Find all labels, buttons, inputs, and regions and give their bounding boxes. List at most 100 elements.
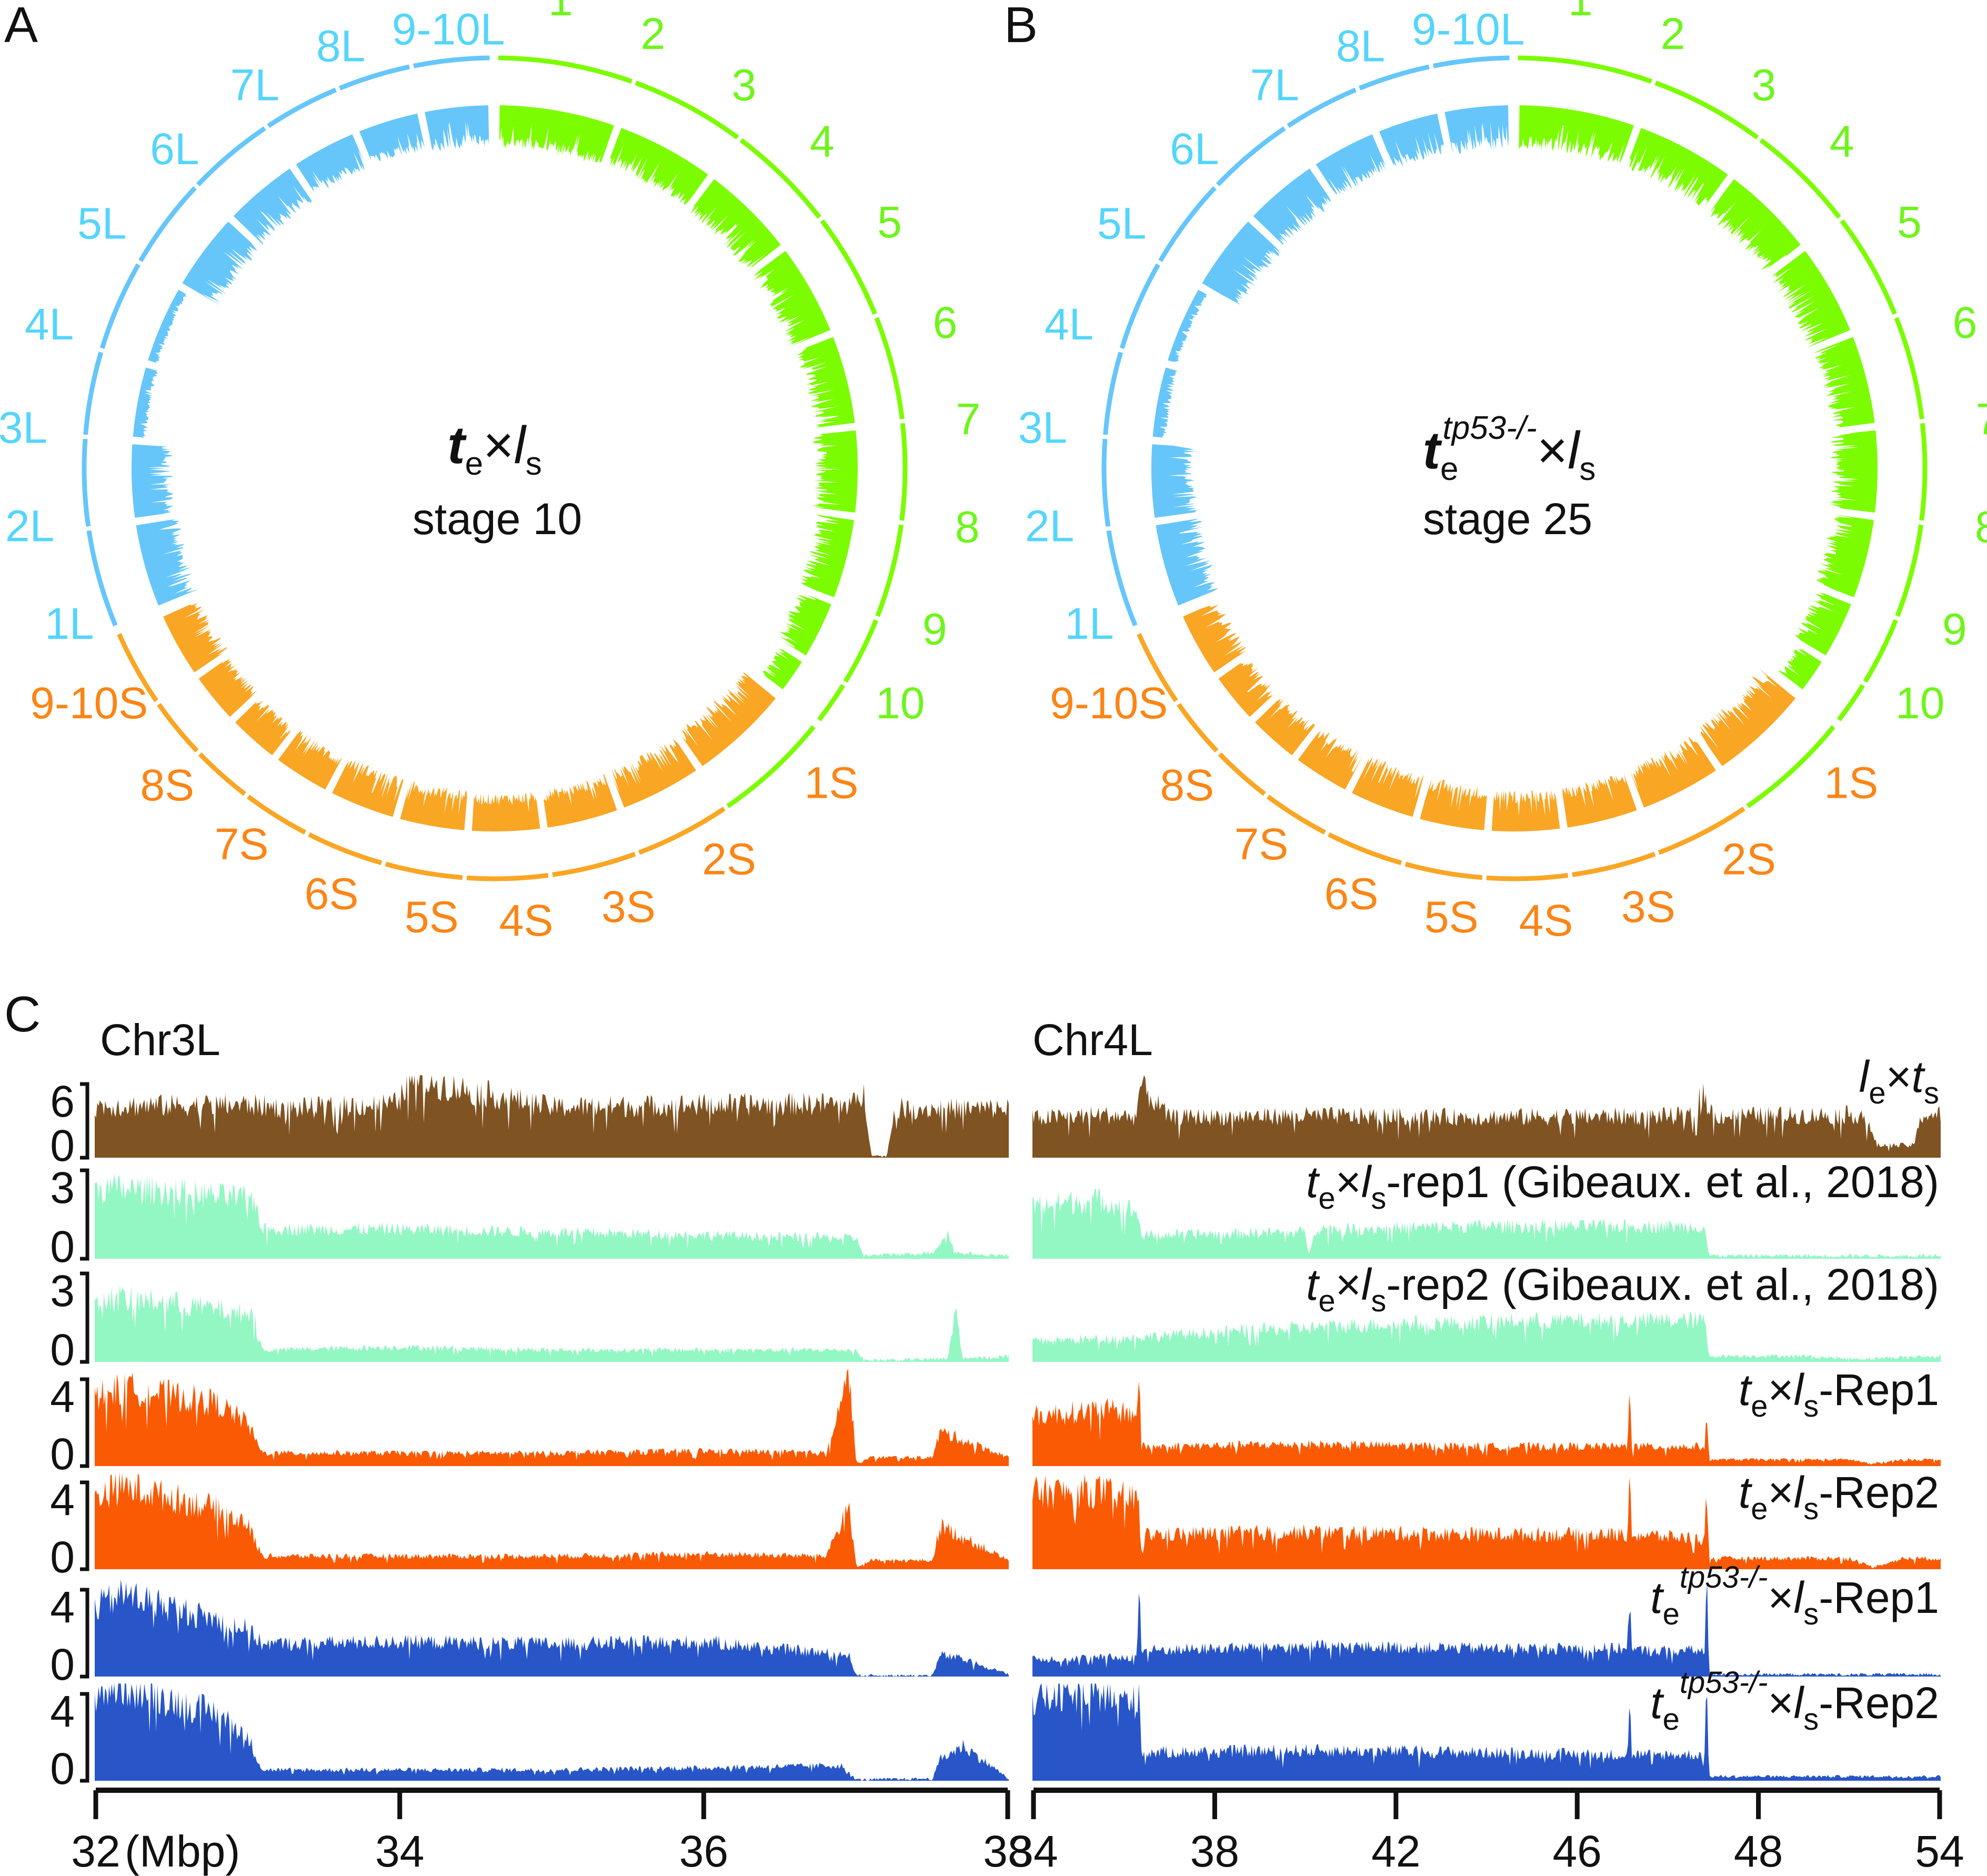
chromosome-label: 9-10S <box>1050 678 1168 728</box>
coverage-band-6s <box>1298 730 1363 790</box>
x-unit-label: (Mbp) <box>125 1827 240 1876</box>
track-label: tetp53-/-×ls-Rep1 <box>1650 1560 1939 1631</box>
label-part: × <box>1886 1052 1912 1101</box>
coverage-band-6s <box>278 730 343 790</box>
chromosome-label: 8S <box>140 760 194 810</box>
chromosome-label: 6S <box>1324 869 1379 919</box>
coverage-band-6 <box>1829 430 1878 513</box>
coverage-band-8l <box>359 113 425 162</box>
coverage-band-1l <box>1156 518 1219 606</box>
chromosome-label: 6 <box>933 298 958 347</box>
label-part: tp53-/- <box>1680 1560 1768 1594</box>
chromosome-label: 9-10L <box>1412 5 1525 54</box>
label-part: t <box>1650 1573 1664 1622</box>
chromosome-label: 8S <box>1160 760 1214 810</box>
label-part: e <box>1869 1076 1885 1110</box>
chr4l-title: Chr4L <box>1032 1015 1153 1065</box>
coverage-track-blue <box>1032 1581 1941 1677</box>
chromosome-ring-arc <box>99 263 141 349</box>
coverage-band-3 <box>1710 179 1801 270</box>
chromosome-ring-arc <box>1837 684 1865 721</box>
label-part: s <box>1371 1181 1386 1216</box>
coverage-band-7s <box>1255 699 1315 756</box>
label-part: l <box>1794 1365 1805 1414</box>
label-part: -Rep1 <box>1819 1573 1939 1622</box>
panel-letter-a: A <box>4 0 38 53</box>
coverage-band-4 <box>754 250 830 347</box>
coverage-band-5 <box>1813 337 1875 428</box>
chromosome-ring-arc <box>874 317 905 419</box>
label-part: × <box>1336 1157 1361 1207</box>
chromosome-ring-arc <box>1658 806 1745 855</box>
l-subscript: s <box>1579 451 1595 487</box>
coverage-band-5s <box>1352 757 1424 817</box>
chromosome-ring-arc <box>635 81 739 140</box>
coverage-band-8 <box>1794 593 1851 656</box>
track-label: le×ts <box>1859 1052 1939 1110</box>
coverage-track-mint <box>95 1174 1009 1259</box>
chromosome-ring-arc <box>899 423 908 521</box>
times-sign: × <box>483 416 514 475</box>
coverage-band-6 <box>812 430 858 513</box>
label-part: e <box>1751 1492 1768 1526</box>
chromosome-label: 3S <box>1621 882 1675 931</box>
t-italic: t <box>447 416 467 475</box>
coverage-track-brown <box>95 1075 1009 1158</box>
chromosome-label: 3 <box>1751 60 1776 109</box>
coverage-band-9-10s <box>1183 605 1247 673</box>
chromosome-label: 6S <box>305 869 359 919</box>
chromosome-ring-arc <box>1863 619 1898 683</box>
chromosome-ring-arc <box>413 55 490 68</box>
label-part: t <box>1739 1365 1753 1414</box>
chromosome-ring-arc <box>1101 438 1111 527</box>
l-italic: l <box>514 416 527 475</box>
label-part: l <box>1859 1052 1870 1101</box>
coverage-band-5 <box>796 337 855 428</box>
chromosome-ring-arc <box>86 530 118 627</box>
label-part: t <box>1306 1260 1320 1309</box>
chromosome-ring-arc <box>246 795 306 835</box>
y-scale-bracket <box>80 1588 89 1679</box>
label-part: l <box>1794 1678 1805 1728</box>
coverage-band-7 <box>800 515 854 597</box>
chromosome-ring-arc <box>1266 795 1326 835</box>
chromosome-label: 2S <box>1722 834 1776 884</box>
label-part: l <box>1361 1260 1372 1309</box>
coverage-band-9-10l <box>425 105 489 151</box>
label-part: l <box>1794 1468 1805 1517</box>
chromosome-label: 5L <box>77 199 126 248</box>
y-scale-bracket <box>80 1082 89 1160</box>
label-part: × <box>1768 1468 1793 1517</box>
label-part: l <box>1361 1157 1372 1207</box>
coverage-band-7l <box>1316 134 1386 195</box>
y-scale-min: 0 <box>50 1429 75 1479</box>
coverage-band-4l <box>1168 289 1208 362</box>
chromosome-ring-arc <box>1218 752 1266 796</box>
chromosome-label: 10 <box>1895 678 1944 728</box>
circos-plot-b: 1 2 3 45 6 7 8 9 10 1S 2S 3S 4S 5S 6S 7S 8S 9-10S 1L 2L 3L 4L… <box>1018 0 1987 945</box>
coverage-band-1 <box>1519 105 1634 163</box>
chromosome-label: 4S <box>499 896 554 945</box>
coverage-band-5l <box>182 222 257 306</box>
chromosome-label: 10 <box>876 678 925 728</box>
coverage-band-2l <box>1151 444 1198 518</box>
label-part: tp53-/- <box>1680 1666 1768 1700</box>
chromosome-ring-arc <box>726 725 816 808</box>
x-tick-label: 54 <box>1915 1827 1964 1876</box>
chromosome-ring-arc <box>1654 81 1759 140</box>
coverage-track-mint <box>1032 1311 1941 1362</box>
chr4l-tracks <box>1032 1075 1941 1781</box>
y-scale-min: 0 <box>50 1532 75 1582</box>
t-subscript: e <box>1440 451 1458 487</box>
chromosome-label: 6L <box>1170 124 1219 174</box>
coverage-band-8s <box>198 658 257 717</box>
chromosome-ring-arc <box>817 684 846 721</box>
y-scale-min: 0 <box>50 1744 75 1793</box>
track-label: te×ls-rep1 (Gibeaux. et al., 2018) <box>1306 1157 1939 1216</box>
coverage-band-9-10s <box>163 603 227 673</box>
chromosome-ring-arc <box>552 851 636 877</box>
panel-letter-b: B <box>1004 0 1038 53</box>
chromosome-ring-arc <box>338 64 410 91</box>
chromosome-ring-arc <box>1103 352 1123 435</box>
